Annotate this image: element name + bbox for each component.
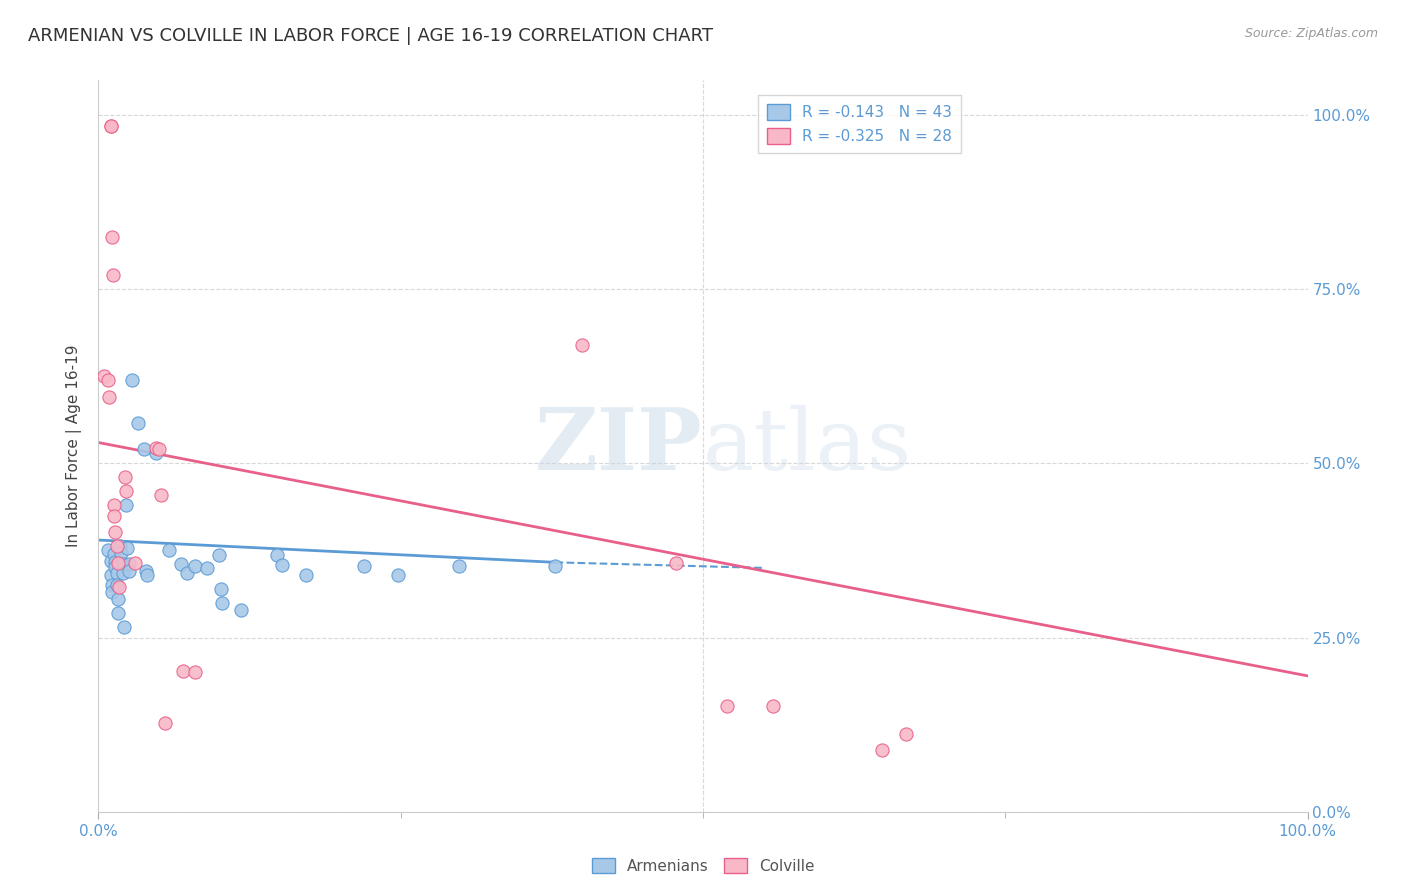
Point — [111, 566, 134, 581]
Point — [387, 567, 409, 582]
Point — [105, 566, 128, 581]
Point — [571, 338, 593, 352]
Legend: Armenians, Colville: Armenians, Colville — [585, 852, 821, 880]
Y-axis label: In Labor Force | Age 16-19: In Labor Force | Age 16-19 — [66, 344, 83, 548]
Point — [100, 230, 122, 244]
Point — [108, 539, 131, 553]
Point — [105, 578, 128, 592]
Point — [100, 578, 122, 592]
Point — [870, 743, 893, 757]
Point — [93, 369, 115, 384]
Point — [117, 541, 139, 556]
Point — [184, 558, 207, 573]
Point — [150, 488, 173, 502]
Point — [176, 566, 198, 581]
Point — [229, 603, 252, 617]
Point — [101, 268, 124, 283]
Point — [153, 715, 176, 730]
Point — [145, 441, 167, 455]
Point — [103, 547, 125, 561]
Point — [124, 556, 146, 570]
Point — [148, 442, 170, 457]
Point — [100, 119, 122, 133]
Point — [209, 582, 232, 596]
Point — [211, 596, 233, 610]
Point — [157, 543, 180, 558]
Point — [111, 558, 134, 572]
Point — [100, 585, 122, 599]
Point — [107, 606, 129, 620]
Point — [115, 484, 138, 499]
Point — [100, 119, 122, 133]
Point — [103, 498, 125, 512]
Legend: R = -0.143   N = 43, R = -0.325   N = 28: R = -0.143 N = 43, R = -0.325 N = 28 — [758, 95, 962, 153]
Point — [118, 565, 141, 579]
Text: Source: ZipAtlas.com: Source: ZipAtlas.com — [1244, 27, 1378, 40]
Point — [353, 558, 375, 573]
Point — [665, 556, 688, 570]
Point — [107, 556, 129, 570]
Point — [544, 558, 567, 573]
Point — [115, 498, 138, 512]
Point — [118, 558, 141, 572]
Point — [114, 470, 136, 484]
Point — [134, 442, 156, 457]
Text: atlas: atlas — [703, 404, 912, 488]
Text: ZIP: ZIP — [536, 404, 703, 488]
Point — [112, 620, 135, 634]
Point — [172, 664, 194, 678]
Point — [121, 373, 143, 387]
Point — [104, 524, 127, 539]
Point — [135, 567, 157, 582]
Point — [271, 558, 294, 573]
Point — [103, 508, 125, 523]
Point — [145, 446, 167, 460]
Point — [97, 543, 120, 558]
Point — [195, 561, 218, 575]
Point — [762, 698, 785, 713]
Point — [127, 416, 149, 430]
Point — [295, 567, 318, 582]
Point — [98, 390, 121, 404]
Point — [97, 373, 120, 387]
Point — [104, 555, 127, 569]
Point — [184, 665, 207, 680]
Point — [894, 727, 917, 741]
Point — [447, 558, 470, 573]
Point — [107, 592, 129, 607]
Point — [208, 549, 231, 563]
Point — [135, 565, 157, 579]
Point — [716, 698, 738, 713]
Point — [104, 559, 127, 574]
Point — [169, 558, 191, 572]
Point — [105, 539, 128, 553]
Point — [110, 545, 132, 559]
Point — [100, 554, 122, 568]
Point — [266, 549, 288, 563]
Point — [108, 581, 131, 595]
Text: ARMENIAN VS COLVILLE IN LABOR FORCE | AGE 16-19 CORRELATION CHART: ARMENIAN VS COLVILLE IN LABOR FORCE | AG… — [28, 27, 713, 45]
Point — [100, 567, 122, 582]
